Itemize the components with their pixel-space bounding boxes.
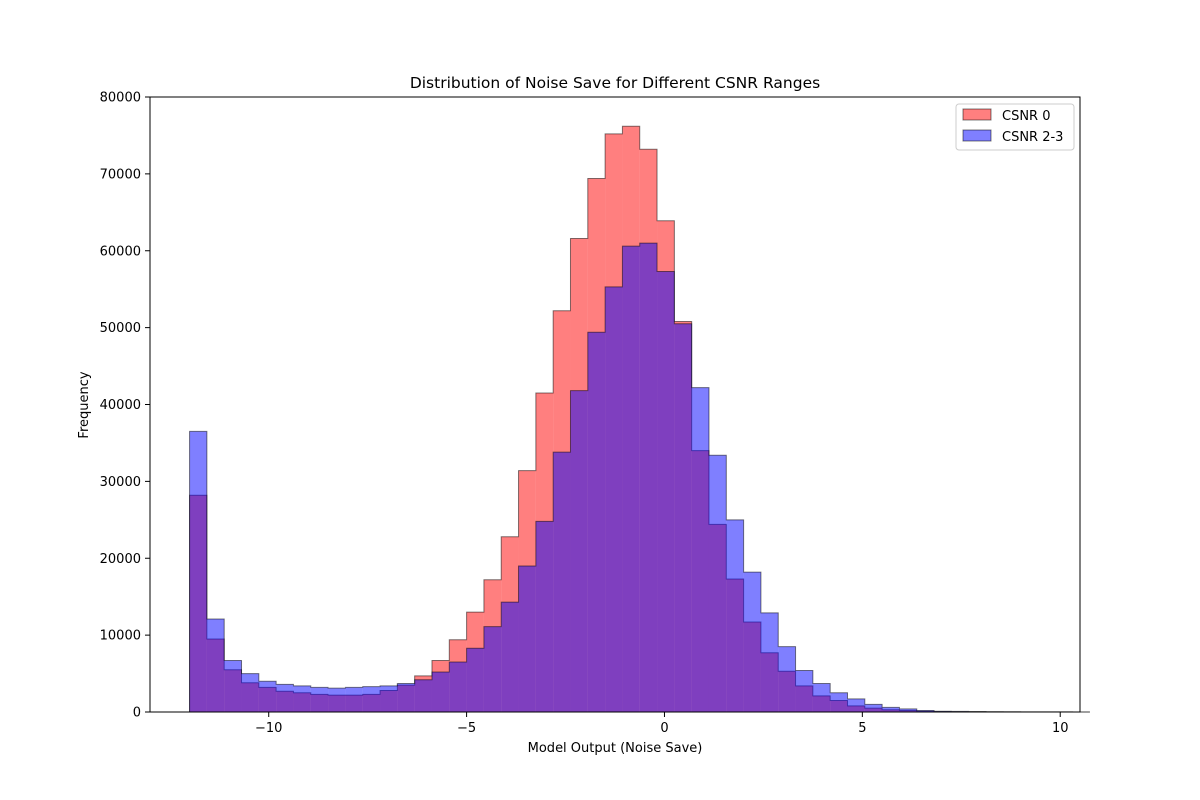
legend-label-csnr-2-3: CSNR 2-3 xyxy=(1002,130,1063,145)
y-tick-label: 80000 xyxy=(100,91,141,106)
histogram-bar xyxy=(310,687,329,712)
histogram-bar xyxy=(622,246,640,712)
x-axis-label: Model Output (Noise Save) xyxy=(528,741,703,756)
y-tick-label: 0 xyxy=(133,706,141,721)
chart-title: Distribution of Noise Save for Different… xyxy=(410,74,820,92)
histogram-bar xyxy=(518,565,536,712)
histogram-bar xyxy=(328,688,346,712)
x-tick-label: 0 xyxy=(660,721,668,736)
histogram-bar xyxy=(535,521,554,712)
histogram-bar xyxy=(276,684,294,712)
x-axis: −10 −5 0 5 10 xyxy=(255,712,1068,736)
histogram-bar xyxy=(830,692,848,712)
legend: CSNR 0 CSNR 2-3 xyxy=(955,103,1075,151)
histogram-bar xyxy=(466,648,484,712)
histogram-bar xyxy=(414,679,432,712)
histogram-bar xyxy=(224,660,242,712)
histogram-bar xyxy=(206,618,225,712)
x-tick-label: −5 xyxy=(457,721,476,736)
histogram-bar xyxy=(553,452,571,712)
y-tick-label: 50000 xyxy=(100,321,141,336)
legend-label-csnr-0: CSNR 0 xyxy=(1002,109,1051,124)
histogram-bar xyxy=(501,602,519,712)
histogram-bar xyxy=(587,332,606,712)
histogram-bar xyxy=(674,323,692,712)
histogram-bar xyxy=(778,646,796,712)
histogram-bar xyxy=(726,519,744,712)
histogram-bar xyxy=(708,455,727,712)
histogram-bar xyxy=(691,387,709,712)
y-tick-label: 40000 xyxy=(100,398,141,413)
histogram-bar xyxy=(380,685,398,712)
y-tick-label: 20000 xyxy=(100,552,141,567)
histogram-bar xyxy=(189,431,207,712)
histogram-bar xyxy=(431,672,450,712)
histogram-bar xyxy=(449,662,467,712)
histogram-bar xyxy=(657,271,675,712)
y-axis-label: Frequency xyxy=(77,371,92,438)
histogram-bar xyxy=(605,286,623,712)
histogram-bar xyxy=(397,683,415,712)
x-tick-label: 10 xyxy=(1052,721,1069,736)
y-tick-label: 70000 xyxy=(100,167,141,182)
histogram-bar xyxy=(483,626,502,712)
histogram-bar xyxy=(795,670,813,712)
series-csnr-2-3 xyxy=(189,242,1090,713)
histogram-bar xyxy=(241,673,259,712)
y-tick-label: 60000 xyxy=(100,244,141,259)
histogram-bar xyxy=(258,681,277,712)
y-tick-label: 10000 xyxy=(100,629,141,644)
histogram-bar xyxy=(362,686,381,712)
histogram-bar xyxy=(293,685,311,712)
legend-swatch-csnr-2-3 xyxy=(962,129,992,142)
histogram-bar xyxy=(882,707,900,712)
histogram-bar xyxy=(812,683,831,712)
histogram-bar xyxy=(760,612,779,712)
legend-swatch-csnr-0 xyxy=(962,108,992,121)
histogram-bar xyxy=(864,704,883,712)
histogram-outline xyxy=(189,242,1090,713)
histogram-bar xyxy=(916,710,935,712)
histogram-bar xyxy=(899,708,917,712)
x-tick-label: 5 xyxy=(858,721,866,736)
x-tick-label: −10 xyxy=(255,721,282,736)
histogram-bar xyxy=(570,390,588,712)
y-tick-label: 30000 xyxy=(100,475,141,490)
histogram-bar xyxy=(743,572,761,712)
histogram-bars xyxy=(189,125,1090,713)
histogram-bar xyxy=(345,687,363,712)
histogram-bar xyxy=(639,243,658,712)
histogram-bar xyxy=(847,698,865,712)
y-axis: 0 10000 20000 30000 40000 50000 60000 70000 8000… xyxy=(100,91,150,721)
